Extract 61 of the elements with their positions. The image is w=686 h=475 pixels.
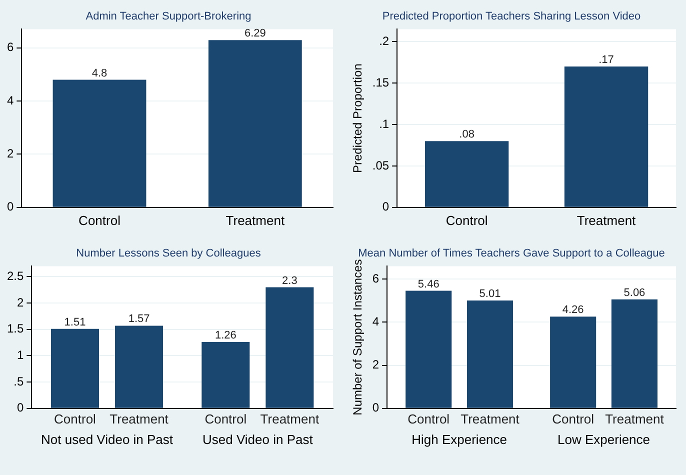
y-tick-label: 6: [6, 40, 14, 54]
y-tick-label: .1: [379, 116, 390, 131]
x-tick-label: Treatment: [226, 212, 285, 228]
y-tick-label: 2: [6, 146, 14, 161]
text: Control: [552, 411, 594, 426]
data-label: 5.46: [418, 278, 440, 290]
y-tick-label: .15: [372, 75, 390, 90]
y-tick-label: 2.5: [6, 269, 24, 284]
y-tick-label: 0: [16, 400, 24, 415]
bar: [115, 326, 164, 408]
chart-title: Mean Number of Times Teachers Gave Support to a Colleague: [358, 248, 665, 260]
x-tick-label: Low Experience: [558, 432, 650, 447]
y-axis-title: Predicted Proportion: [350, 64, 365, 174]
data-label: 5.01: [479, 288, 501, 300]
bar: [266, 287, 314, 408]
series-label: Control: [54, 411, 96, 426]
y-tick-label: .5: [14, 374, 24, 388]
y-tick-label: .05: [372, 158, 390, 172]
bar: [611, 299, 658, 408]
text: Treatment: [605, 411, 664, 426]
series-label: Treatment: [110, 411, 169, 426]
bar: [50, 328, 100, 408]
data-label: 1.51: [64, 316, 86, 328]
series-label: Control: [408, 411, 450, 426]
y-tick-label: 1: [16, 348, 24, 362]
data-label: 1.26: [214, 330, 236, 342]
y-tick-label: 2: [16, 295, 24, 310]
y-tick-label: 4: [6, 93, 14, 108]
y-axis-title: Number of Support Instances: [350, 259, 365, 416]
x-tick-label: High Experience: [412, 432, 507, 447]
data-label: 4.8: [92, 67, 108, 80]
x-tick-label: Control: [446, 212, 488, 228]
bar: [202, 342, 250, 408]
data-label: 5.06: [624, 286, 646, 299]
x-tick-label: Not used Video in Past: [41, 432, 174, 447]
y-tick-label: 1.5: [6, 322, 24, 336]
text: Control: [204, 411, 247, 426]
data-label: 4.26: [562, 304, 584, 316]
chart-title: Number Lessons Seen by Colleagues: [76, 248, 262, 260]
data-label: .08: [459, 128, 474, 141]
data-label: 6.29: [244, 28, 266, 40]
y-tick-label: 0: [372, 400, 380, 415]
text: Treatment: [260, 411, 320, 426]
data-label: .17: [598, 54, 614, 66]
bar: [406, 290, 452, 408]
x-tick-label: Control: [78, 212, 121, 228]
y-tick-label: 2: [372, 358, 380, 372]
x-tick-label: Used Video in Past: [202, 432, 314, 447]
chart-title: Predicted Proportion Teachers Sharing Lesson Video: [382, 10, 641, 23]
x-tick-label: Treatment: [576, 212, 636, 228]
bar: [550, 316, 596, 408]
y-tick-label: 6: [372, 271, 380, 286]
y-tick-label: 0: [382, 200, 390, 214]
chart-title: Admin Teacher Support-Brokering: [86, 10, 252, 23]
data-label: 2.3: [282, 274, 298, 287]
data-label: 1.57: [128, 313, 150, 326]
y-tick-label: 4: [372, 314, 380, 329]
series-label: Treatment: [460, 411, 520, 426]
y-tick-label: 0: [6, 200, 14, 214]
bar: [466, 300, 514, 408]
y-tick-label: .2: [379, 34, 390, 48]
